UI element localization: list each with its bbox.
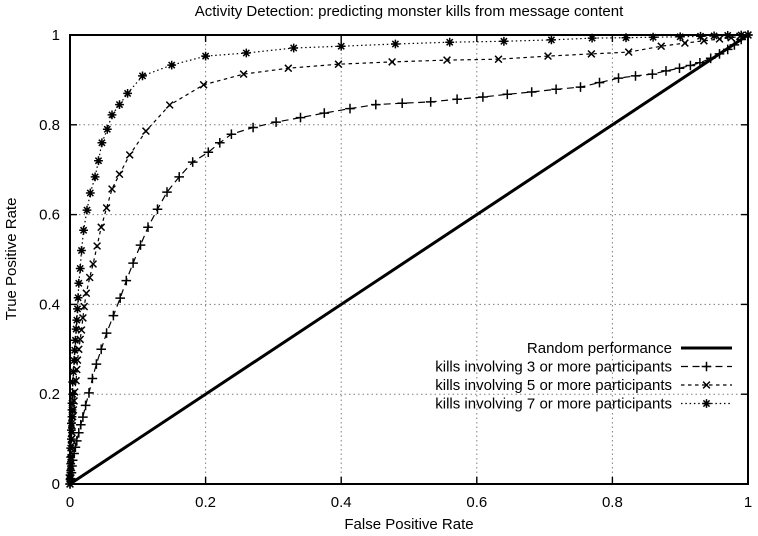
series-line-1: [69, 34, 749, 485]
legend-label-kills-5-plus: kills involving 5 or more participants: [435, 377, 672, 394]
y-tick-label: 0: [52, 476, 60, 493]
y-tick-label: 0.4: [39, 296, 60, 313]
x-tick-label: 0.4: [331, 494, 352, 511]
y-tick-label: 0.6: [39, 207, 60, 224]
legend-sample-marker-1: [701, 361, 712, 372]
y-tick-label: 0.2: [39, 386, 60, 403]
series-markers-3: [65, 30, 753, 489]
series-line-0: [69, 33, 749, 486]
legend-label-kills-7-plus: kills involving 7 or more participants: [435, 396, 672, 413]
x-tick-label: 0.2: [195, 494, 216, 511]
chart-title: Activity Detection: predicting monster k…: [195, 3, 624, 20]
legend-sample-marker-3: [702, 399, 711, 408]
x-axis-label: False Positive Rate: [344, 516, 473, 533]
y-tick-label: 1: [52, 27, 60, 44]
legend-label-random-performance: Random performance: [527, 340, 672, 357]
legend-label-kills-3-plus: kills involving 3 or more participants: [435, 359, 672, 376]
legend-sample-marker-2: [702, 381, 711, 389]
y-axis-label: True Positive Rate: [3, 198, 20, 321]
legend: Random performance kills involving 3 or …: [435, 340, 732, 413]
x-tick-label: 1: [744, 494, 752, 511]
plot-area: 0 0.2 0.4 0.6 0.8 1 0 0.2 0.4 0.6 0.8 1: [39, 27, 753, 511]
y-tick-label: 0.8: [39, 117, 60, 134]
plot-border: [69, 34, 749, 485]
legend-samples: [681, 346, 732, 408]
x-tick-label: 0.6: [466, 494, 487, 511]
x-tick-label: 0.8: [602, 494, 623, 511]
x-tick-label: 0: [66, 494, 74, 511]
